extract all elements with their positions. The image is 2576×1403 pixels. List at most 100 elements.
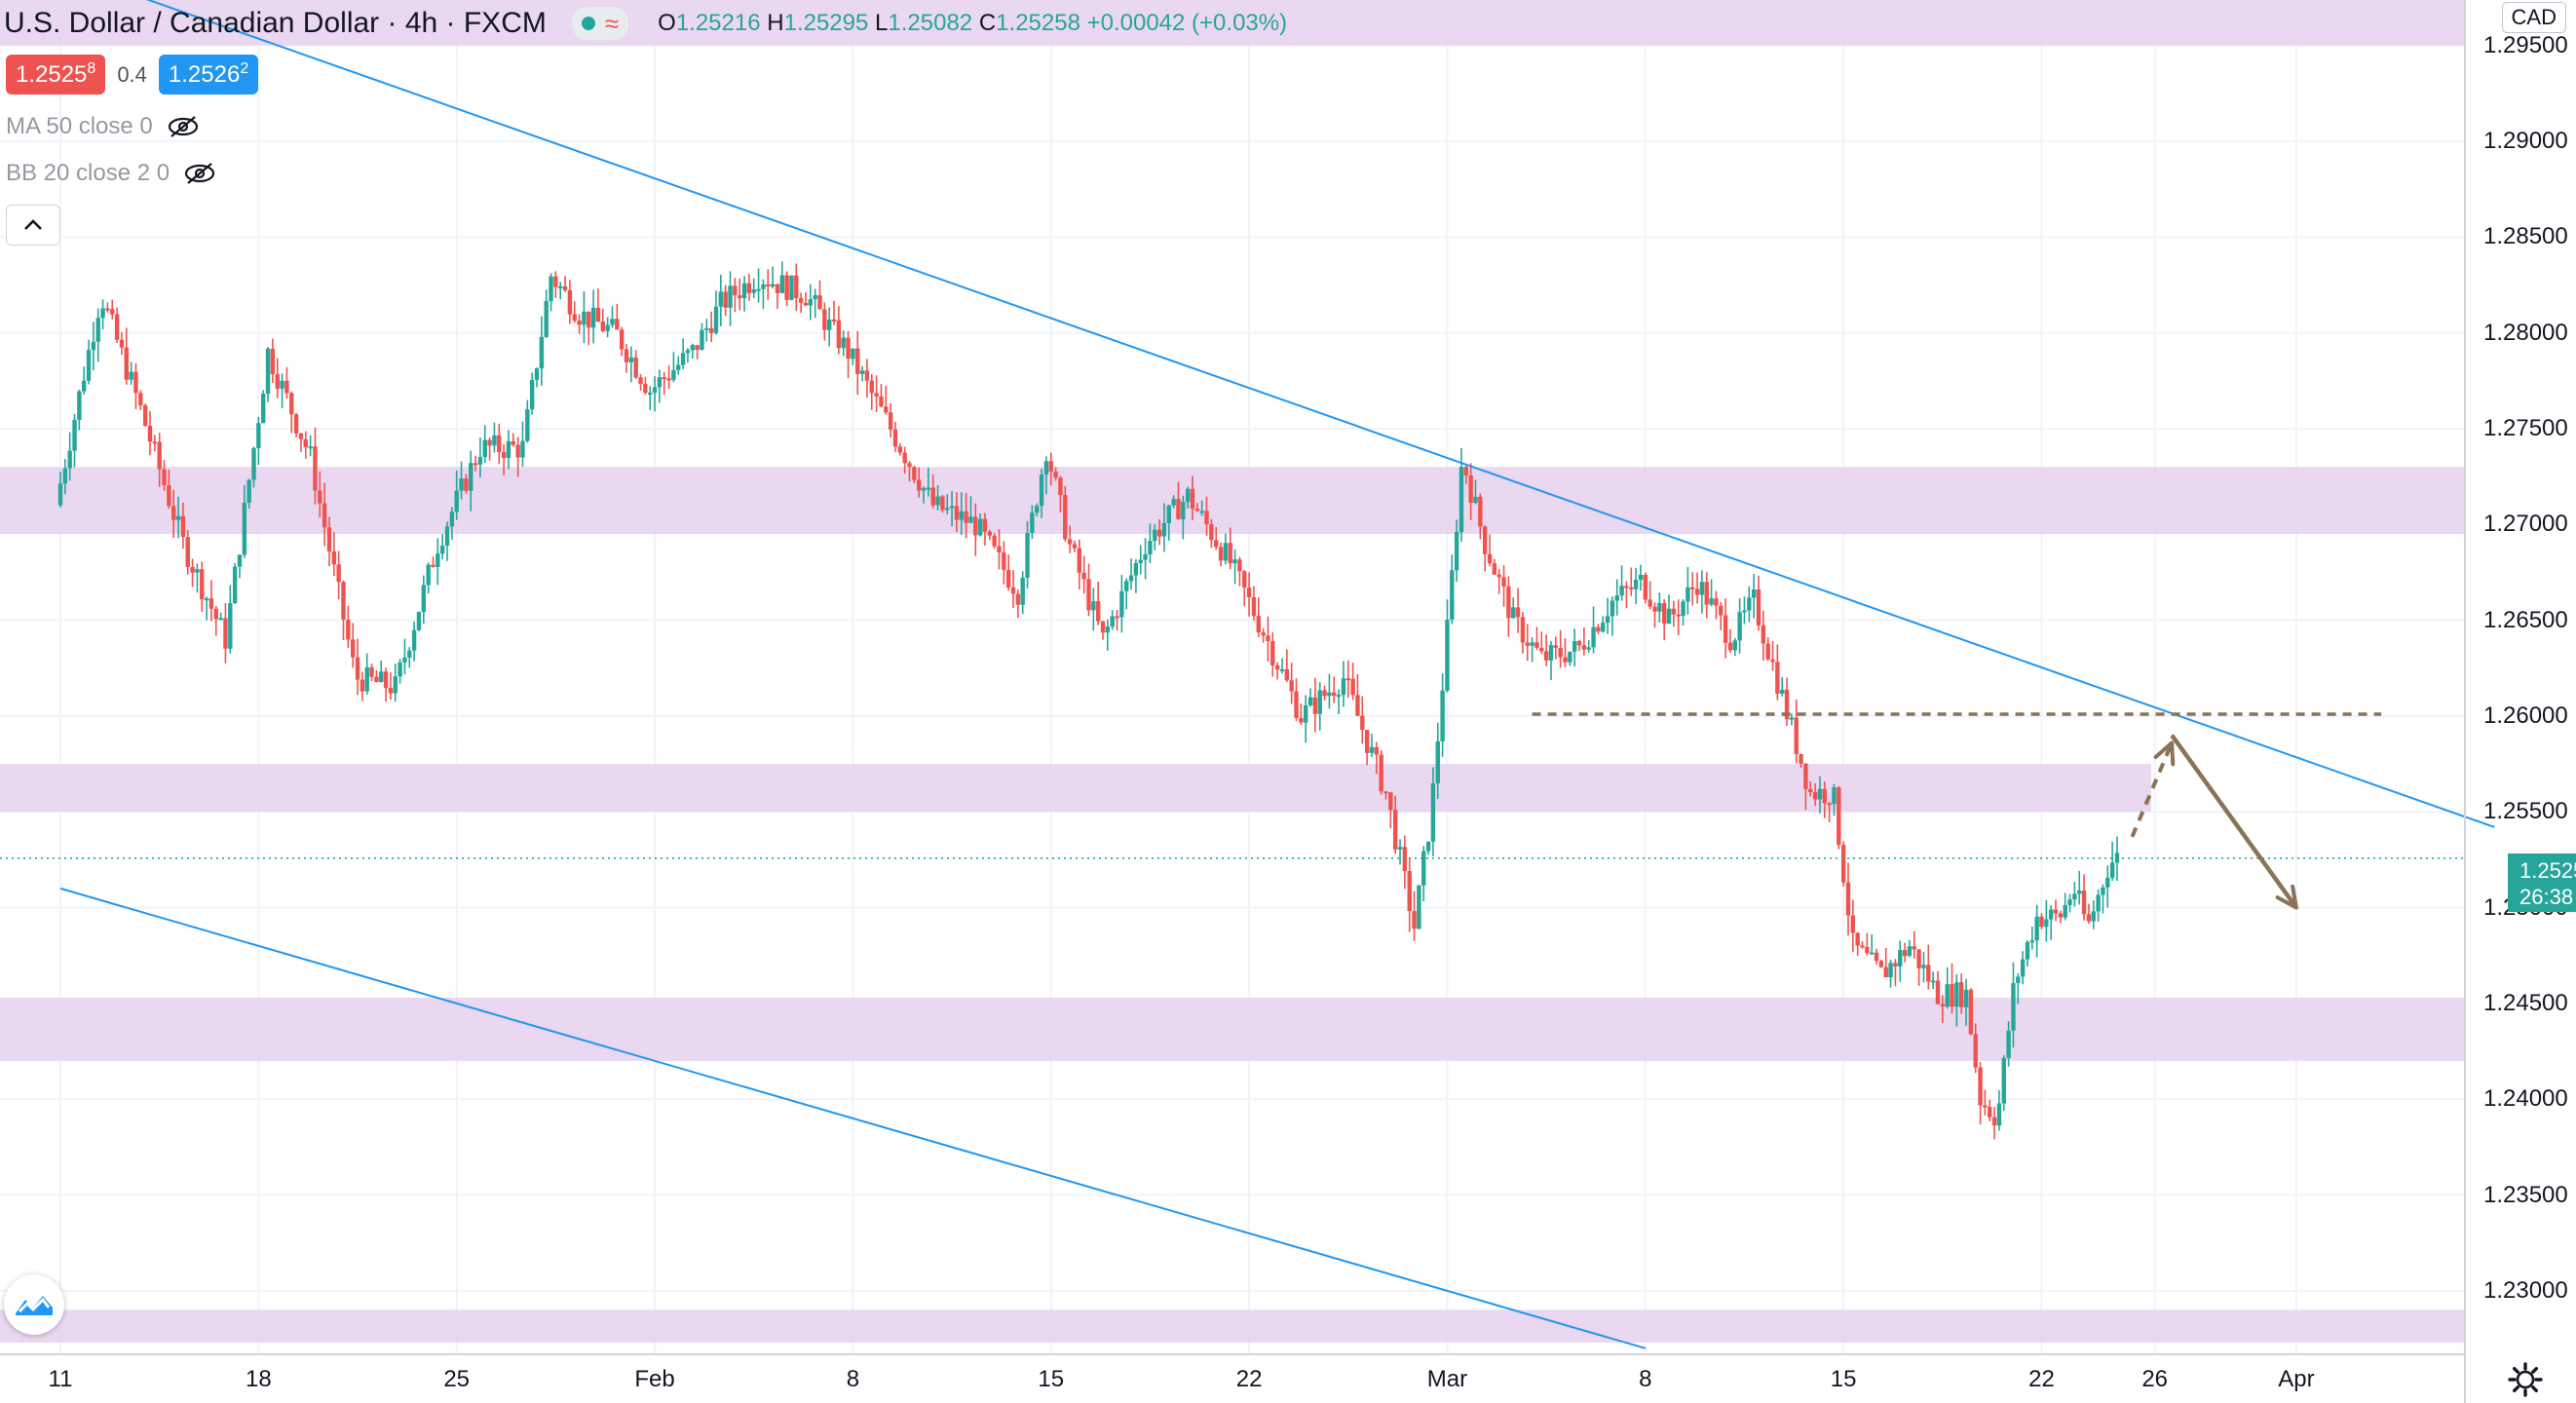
candle-body [1095,601,1101,622]
candle-body [1100,621,1106,633]
candle-body [822,309,827,330]
candle-body [1520,617,1526,643]
candle-body [628,357,634,362]
candle-body [1294,691,1299,718]
candle-body [374,676,379,682]
candle-body [798,297,804,303]
candle-body [341,582,346,620]
price-tick-label: 1.29500 [2483,31,2568,58]
time-tick-label: 11 [48,1366,73,1392]
candle-body [855,348,860,374]
candle-body [558,285,563,288]
ohlc-values: O1.25216 H1.25295 L1.25082 C1.25258 +0.0… [658,10,1287,37]
candle-body [817,295,822,310]
candle-body [888,412,893,430]
chart-header: U.S. Dollar / Canadian Dollar · 4h · FXC… [0,0,1287,47]
tradingview-logo-icon[interactable] [4,1274,64,1335]
time-tick-label: Feb [634,1366,675,1392]
candle-body [1681,601,1686,616]
candle-body [733,285,738,296]
indicator-ma[interactable]: MA 50 close 0 [6,113,200,140]
candle-body [398,662,402,677]
candle-body [1945,984,1950,1006]
candle-body [1723,615,1728,643]
sell-button[interactable]: 1.25258 [6,55,106,95]
candle-body [751,288,756,293]
candle-body [907,463,912,468]
candle-body [723,291,728,308]
candle-body [1686,587,1690,602]
candle-body [1496,574,1501,578]
candle-body [1572,641,1577,652]
gear-icon[interactable] [2506,1360,2545,1399]
candle-body [713,306,719,333]
time-tick-label: 15 [1830,1366,1857,1392]
candle-body [2086,914,2092,922]
candle-body [171,506,176,520]
candle-body [402,657,407,663]
candle-body [1105,626,1111,633]
candle-body [208,598,214,609]
candle-body [473,463,478,466]
candle-body [1430,782,1436,842]
candle-body [1284,668,1290,681]
candle-body [1756,588,1762,626]
candle-body [1563,657,1568,663]
candle-body [1360,715,1365,731]
collapse-legend-button[interactable] [6,205,60,246]
candle-body [506,440,511,458]
candle-body [100,308,105,319]
candle-body [82,380,87,392]
symbol-title[interactable]: U.S. Dollar / Canadian Dollar · 4h · FXC… [4,7,547,39]
candle-body [779,275,784,293]
sr-zone [0,764,2151,813]
candle-body [851,348,855,360]
candle-body [2011,983,2016,1031]
candle-body [1185,488,1191,503]
candle-body [562,285,568,290]
candle-body [766,284,771,287]
candle-body [167,485,171,507]
candle-body [553,276,558,287]
candle-body [954,506,960,520]
candle-body [1648,599,1652,607]
market-status[interactable]: ≈ [571,7,629,40]
candle-body [1270,641,1275,665]
buy-button[interactable]: 1.25262 [158,55,259,95]
price-tick-label: 1.26500 [2483,606,2568,633]
candle-body [1138,559,1143,563]
candle-body [1110,616,1115,627]
eye-off-icon[interactable] [183,162,216,185]
close-label: C [978,10,997,36]
candle-body [643,384,648,394]
candle-body [416,612,422,630]
candle-body [695,345,700,351]
candle-body [67,450,72,469]
candle-body [1780,689,1785,694]
candle-body [973,516,978,536]
candle-body [1058,477,1063,496]
candle-body [369,666,374,677]
candle-body [1161,522,1167,537]
candle-body [741,283,747,299]
candle-body [2067,899,2072,905]
candle-body [411,629,417,651]
candle-body [926,487,931,490]
indicator-bb[interactable]: BB 20 close 2 0 [6,160,216,187]
projection-dashed-arrowhead [2153,740,2176,767]
candle-body [572,314,577,322]
support-resistance-zones [0,0,2465,1343]
candle-body [1025,532,1030,578]
candle-body [1148,541,1153,554]
candle-body [1553,645,1559,648]
open-value: 1.25216 [675,10,761,36]
currency-label[interactable]: CAD [2501,2,2566,33]
candle-body [803,302,809,306]
candle-body [1727,642,1733,651]
candle-body [275,374,280,389]
candle-body [256,423,261,448]
candle-body [1336,695,1342,698]
candle-body [1996,1103,2002,1126]
eye-off-icon[interactable] [167,115,200,138]
